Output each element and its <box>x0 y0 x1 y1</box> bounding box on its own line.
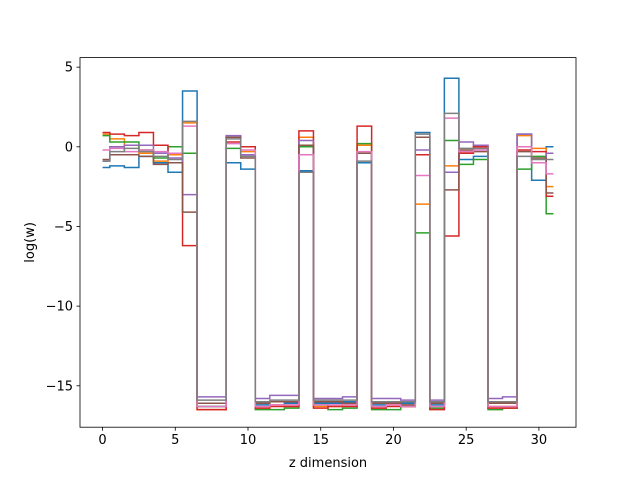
y-tick-label: 5 <box>65 61 73 76</box>
y-tick-label: −10 <box>46 300 73 315</box>
x-tick-label: 15 <box>312 433 329 448</box>
x-tick-label: 30 <box>531 433 548 448</box>
x-tick-label: 5 <box>171 433 179 448</box>
series-line-6 <box>102 136 554 406</box>
y-ticks: 5 0 −5 −10 −15 <box>46 61 80 394</box>
x-tick-label: 20 <box>385 433 402 448</box>
series-line-7 <box>102 117 554 408</box>
x-tick-label: 0 <box>98 433 106 448</box>
series-line-1 <box>102 77 554 408</box>
series-layer <box>102 77 554 411</box>
x-tick-label: 25 <box>458 433 475 448</box>
x-ticks: 0 5 10 15 20 25 30 <box>98 427 547 448</box>
x-tick-label: 10 <box>240 433 257 448</box>
y-tick-label: −5 <box>54 220 73 235</box>
series-line-8 <box>102 112 554 403</box>
axes-frame <box>79 57 577 428</box>
y-tick-label: 0 <box>65 140 73 155</box>
x-axis-label: z dimension <box>289 456 367 471</box>
series-line-4 <box>102 125 554 411</box>
y-axis-label: log(w) <box>23 222 38 263</box>
y-tick-label: −15 <box>46 379 73 394</box>
